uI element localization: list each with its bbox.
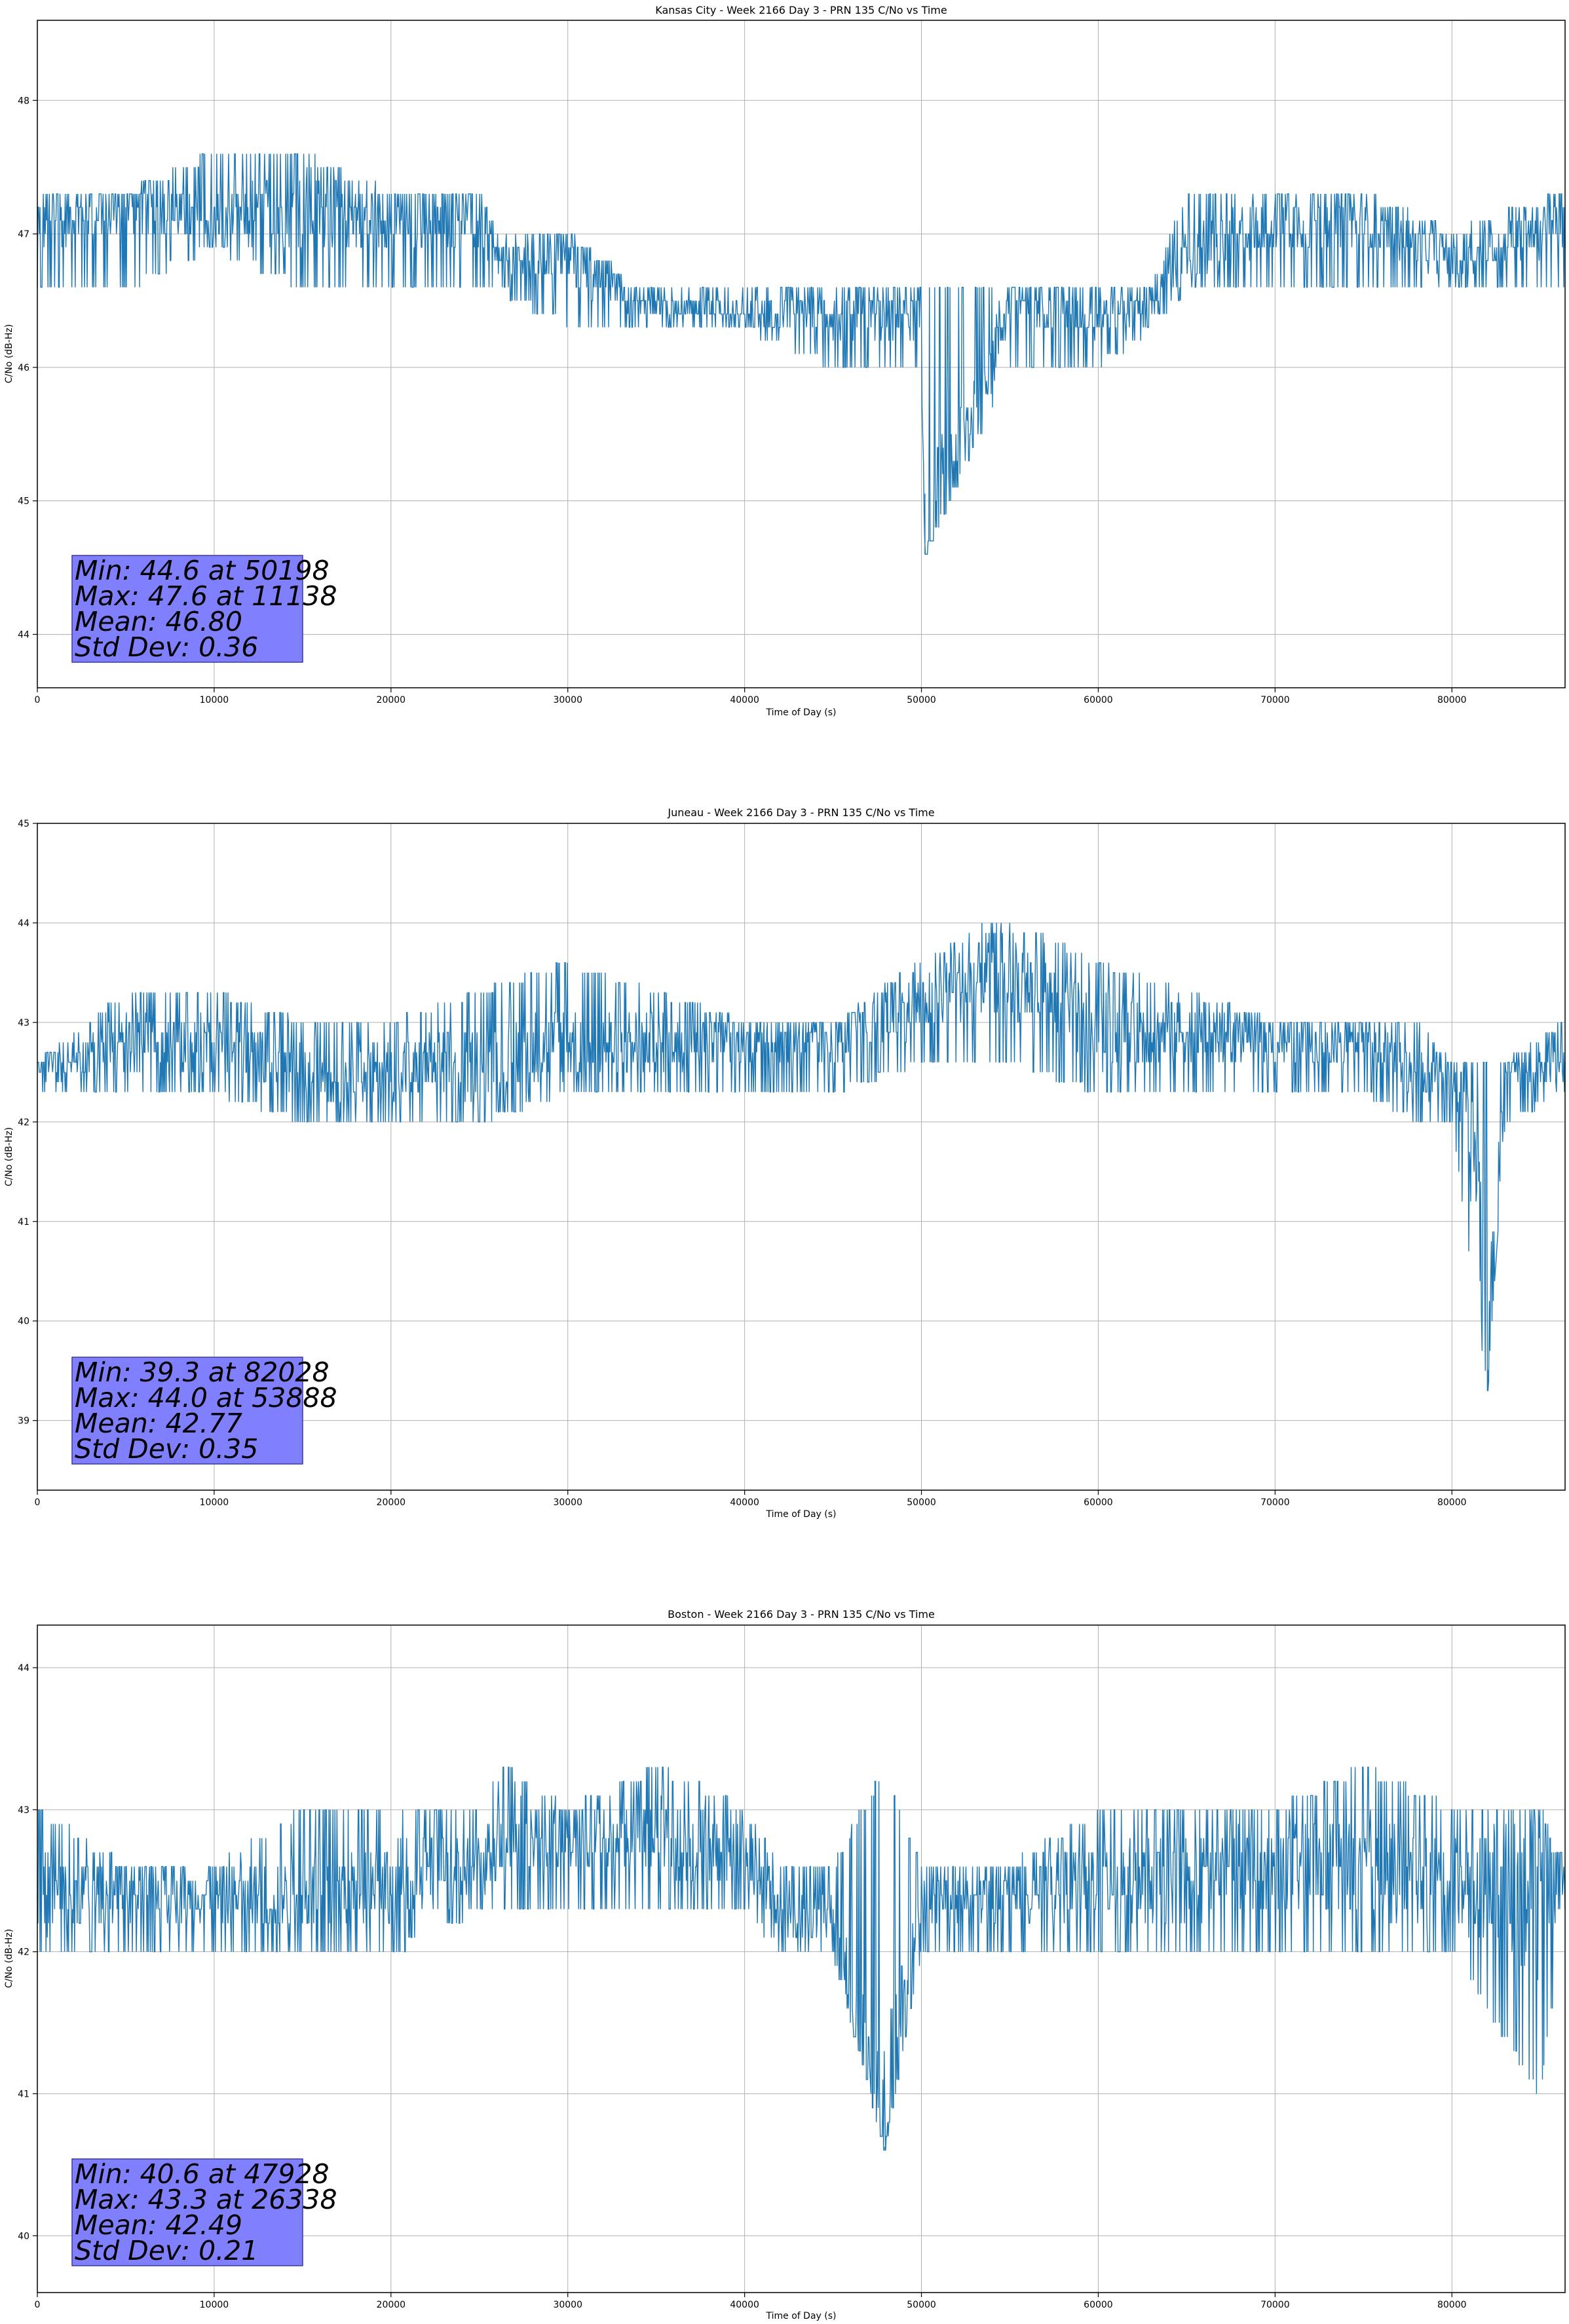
stats-max: Max: 43.3 at 26338 — [75, 2184, 337, 2215]
y-tick-label: 43 — [18, 1805, 29, 1816]
x-tick-label: 30000 — [553, 2300, 582, 2310]
series-path — [37, 1767, 1566, 2151]
stats-box-background — [71, 1357, 303, 1465]
x-tick-label: 10000 — [200, 1497, 229, 1508]
x-tick-label: 70000 — [1260, 2300, 1290, 2310]
stats-min: Min: 44.6 at 50198 — [75, 555, 330, 586]
series-path — [37, 153, 1566, 555]
x-tick-label: 20000 — [377, 1497, 406, 1508]
x-tick-label: 50000 — [907, 2300, 936, 2310]
y-tick-label: 48 — [18, 96, 29, 106]
stats-std-dev: Std Dev: 0.35 — [75, 1433, 258, 1465]
y-tick-label: 41 — [18, 2089, 29, 2099]
x-axis-label: Time of Day (s) — [766, 707, 837, 718]
plot-border — [37, 20, 1566, 688]
plot-border — [37, 1624, 1566, 2293]
x-tick-label: 0 — [35, 2300, 41, 2310]
stats-min: Min: 39.3 at 82028 — [75, 1357, 330, 1388]
stats-std-dev: Std Dev: 0.36 — [75, 631, 258, 663]
series-line-cno — [37, 153, 1566, 555]
subplot-juneau: Juneau - Week 2166 Day 3 - PRN 135 C/No … — [4, 806, 1566, 1520]
y-tick-label: 46 — [18, 363, 29, 373]
tick-labels: 0 10000 20000 30000 40000 50000 60000 70000 8000… — [18, 819, 1466, 1508]
x-tick-label: 80000 — [1437, 695, 1467, 705]
stats-max: Max: 44.0 at 53888 — [75, 1382, 337, 1414]
grid-lines — [37, 20, 1565, 688]
subplot-kansas-city: Kansas City - Week 2166 Day 3 - PRN 135 … — [4, 4, 1566, 718]
x-tick-label: 50000 — [907, 1497, 936, 1508]
x-tick-label: 60000 — [1084, 695, 1113, 705]
x-tick-label: 40000 — [730, 1497, 759, 1508]
y-tick-label: 40 — [18, 2231, 29, 2241]
tick-labels: 0 10000 20000 30000 40000 50000 60000 70000 8000… — [18, 96, 1466, 705]
x-tick-label: 80000 — [1437, 2300, 1467, 2310]
axes-frame — [37, 20, 1566, 688]
y-tick-label: 42 — [18, 1947, 29, 1958]
subplot-boston: Boston - Week 2166 Day 3 - PRN 135 C/No … — [4, 1608, 1566, 2321]
x-tick-label: 80000 — [1437, 1497, 1467, 1508]
y-tick-label: 45 — [18, 497, 29, 507]
stats-box: Min: 40.6 at 47928 Max: 43.3 at 26338 Me… — [71, 2158, 337, 2266]
x-tick-label: 70000 — [1260, 1497, 1290, 1508]
x-tick-label: 20000 — [377, 695, 406, 705]
chart-title: Boston - Week 2166 Day 3 - PRN 135 C/No … — [668, 1608, 935, 1621]
x-tick-label: 20000 — [377, 2300, 406, 2310]
stats-min: Min: 40.6 at 47928 — [75, 2158, 330, 2190]
stats-box: Min: 44.6 at 50198 Max: 47.6 at 11138 Me… — [71, 555, 337, 663]
y-axis-label: C/No (dB-Hz) — [4, 1127, 14, 1186]
y-tick-label: 43 — [18, 1018, 29, 1028]
stats-box-background — [71, 555, 303, 663]
x-axis-label: Time of Day (s) — [766, 2311, 837, 2321]
y-tick-label: 44 — [18, 629, 29, 640]
x-tick-label: 30000 — [553, 1497, 582, 1508]
x-tick-label: 0 — [35, 695, 41, 705]
stats-mean: Mean: 42.49 — [75, 2209, 242, 2241]
y-axis-label: C/No (dB-Hz) — [4, 1929, 14, 1988]
stats-mean: Mean: 42.77 — [75, 1408, 242, 1439]
x-tick-label: 10000 — [200, 695, 229, 705]
series-path — [37, 922, 1566, 1391]
chart-title: Juneau - Week 2166 Day 3 - PRN 135 C/No … — [667, 806, 934, 819]
chart-title: Kansas City - Week 2166 Day 3 - PRN 135 … — [655, 4, 947, 16]
y-tick-label: 47 — [18, 229, 29, 240]
axes-frame — [37, 823, 1566, 1491]
x-tick-label: 0 — [35, 1497, 41, 1508]
x-tick-label: 60000 — [1084, 2300, 1113, 2310]
x-tick-label: 40000 — [730, 2300, 759, 2310]
x-tick-label: 70000 — [1260, 695, 1290, 705]
x-tick-label: 60000 — [1084, 1497, 1113, 1508]
series-line-cno — [37, 1767, 1566, 2151]
y-axis-label: C/No (dB-Hz) — [4, 324, 14, 383]
y-tick-label: 41 — [18, 1217, 29, 1228]
y-tick-label: 42 — [18, 1117, 29, 1128]
stats-std-dev: Std Dev: 0.21 — [75, 2235, 258, 2266]
x-tick-label: 50000 — [907, 695, 936, 705]
y-tick-label: 45 — [18, 819, 29, 829]
y-tick-label: 44 — [18, 918, 29, 929]
x-tick-label: 10000 — [200, 2300, 229, 2310]
stats-mean: Mean: 46.80 — [75, 606, 242, 637]
x-axis-label: Time of Day (s) — [766, 1509, 837, 1520]
y-tick-label: 44 — [18, 1663, 29, 1674]
y-tick-label: 40 — [18, 1317, 29, 1327]
x-tick-label: 30000 — [553, 695, 582, 705]
stats-box: Min: 39.3 at 82028 Max: 44.0 at 53888 Me… — [71, 1357, 337, 1465]
stats-box-background — [71, 2158, 303, 2266]
plot-border — [37, 823, 1566, 1491]
series-line-cno — [37, 922, 1566, 1391]
axes-frame — [37, 1624, 1566, 2293]
stats-max: Max: 47.6 at 11138 — [75, 580, 337, 612]
tick-labels: 0 10000 20000 30000 40000 50000 60000 70000 8000… — [18, 1663, 1466, 2310]
x-tick-label: 40000 — [730, 695, 759, 705]
y-tick-label: 39 — [18, 1416, 29, 1427]
